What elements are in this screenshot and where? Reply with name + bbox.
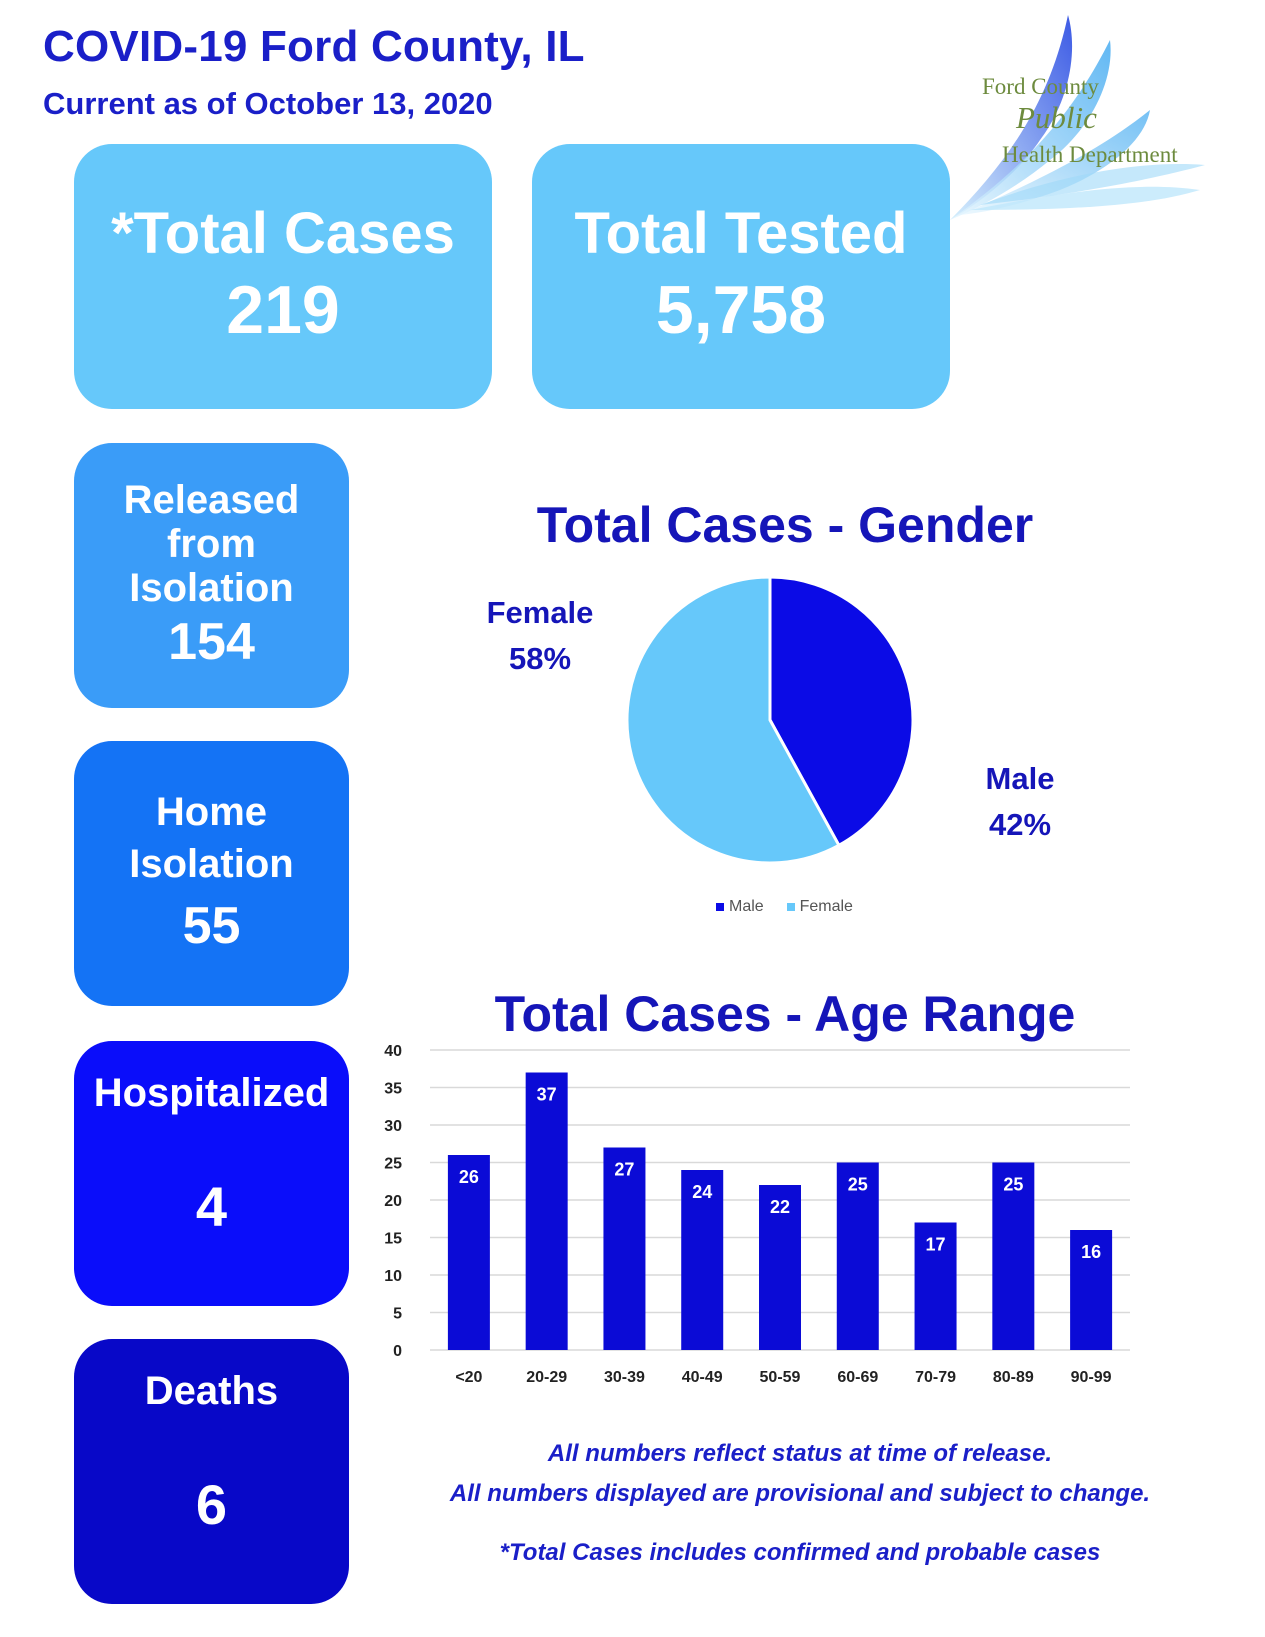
bar-40-49 <box>681 1170 724 1350</box>
logo-line-2: Public <box>1016 100 1097 135</box>
x-tick-label: 20-29 <box>526 1369 567 1386</box>
total-cases-value: 219 <box>226 271 340 348</box>
total-tested-label: Total Tested <box>574 200 908 266</box>
bar-<20 <box>447 1155 490 1350</box>
bar-value-label: 24 <box>692 1182 712 1202</box>
pie-label-female-name: Female <box>486 595 594 630</box>
logo-line-1: Ford County <box>982 74 1099 99</box>
pie-label-male: Male 42% <box>960 756 1080 848</box>
bar-value-label: 22 <box>770 1197 790 1217</box>
legend-male-label: Male <box>729 898 764 915</box>
y-tick-label: 35 <box>384 1081 402 1098</box>
bar-value-label: 16 <box>1081 1242 1101 1262</box>
released-card: Released from Isolation 154 <box>74 443 349 708</box>
deaths-label: Deaths <box>144 1369 279 1413</box>
released-label-2: from <box>167 521 256 566</box>
age-chart-title: Total Cases - Age Range <box>494 986 1076 1042</box>
y-tick-label: 30 <box>384 1118 402 1135</box>
page-subtitle: Current as of October 13, 2020 <box>43 86 493 121</box>
legend-male-swatch <box>716 902 724 911</box>
bar-80-89 <box>992 1162 1035 1350</box>
bar-value-label: 37 <box>537 1085 557 1105</box>
x-tick-label: 90-99 <box>1071 1369 1112 1386</box>
pie-label-female: Female 58% <box>470 590 610 682</box>
footnote-3: *Total Cases includes confirmed and prob… <box>499 1539 1101 1566</box>
y-tick-label: 15 <box>384 1231 402 1248</box>
bar-value-label: 26 <box>459 1167 479 1187</box>
footnote-2: All numbers displayed are provisional an… <box>449 1480 1151 1507</box>
y-tick-label: 10 <box>384 1268 402 1285</box>
gender-pie-chart <box>625 575 915 865</box>
x-tick-label: 60-69 <box>837 1369 878 1386</box>
x-tick-label: 70-79 <box>915 1369 956 1386</box>
home-label-2: Isolation <box>129 841 294 886</box>
bar-60-69 <box>836 1162 879 1350</box>
logo-line-3: Health Department <box>1002 142 1178 167</box>
y-tick-label: 25 <box>384 1156 402 1173</box>
pie-label-male-name: Male <box>985 761 1055 796</box>
pie-legend: Male Female <box>716 898 853 916</box>
bar-value-label: 25 <box>848 1175 868 1195</box>
hospitalized-card: Hospitalized 4 <box>74 1041 349 1306</box>
released-value: 154 <box>168 612 255 671</box>
pie-label-female-pct: 58% <box>508 641 572 676</box>
released-label-1: Released <box>123 477 300 522</box>
bar-50-59 <box>759 1185 801 1350</box>
total-cases-card: *Total Cases 219 <box>74 144 492 409</box>
x-tick-label: <20 <box>455 1369 482 1386</box>
bar-70-79 <box>914 1222 957 1350</box>
deaths-value: 6 <box>195 1473 228 1536</box>
total-tested-card: Total Tested 5,758 <box>532 144 950 409</box>
age-bar-chart: 0 5 10 15 20 25 30 35 40 26 <20 37 20-29 27 30-39 24 40-… <box>384 1043 1130 1386</box>
feather-logo-icon <box>950 15 1205 220</box>
x-tick-label: 30-39 <box>604 1369 645 1386</box>
page-title: COVID-19 Ford County, IL <box>43 22 585 71</box>
bar-value-label: 27 <box>614 1160 634 1180</box>
bar-value-label: 17 <box>926 1235 946 1255</box>
deaths-card: Deaths 6 <box>74 1339 349 1604</box>
footnote-1: All numbers reflect status at time of re… <box>547 1440 1053 1467</box>
pie-slice-male <box>768 575 915 848</box>
home-value: 55 <box>182 896 241 955</box>
y-tick-label: 0 <box>393 1343 402 1360</box>
home-isolation-card: Home Isolation 55 <box>74 741 349 1006</box>
total-tested-value: 5,758 <box>655 271 827 348</box>
legend-female-label: Female <box>799 898 853 915</box>
bar-90-99 <box>1070 1230 1113 1350</box>
hospitalized-label: Hospitalized <box>93 1071 330 1115</box>
health-department-logo: Ford County Public Health Department <box>950 10 1210 225</box>
x-tick-label: 50-59 <box>760 1369 801 1386</box>
y-tick-label: 40 <box>384 1043 402 1060</box>
total-cases-label: *Total Cases <box>111 200 455 266</box>
bar-value-label: 25 <box>1003 1175 1023 1195</box>
x-tick-label: 80-89 <box>993 1369 1034 1386</box>
bar-30-39 <box>603 1147 646 1350</box>
y-tick-label: 20 <box>384 1193 402 1210</box>
bar-20-29 <box>525 1072 568 1350</box>
hospitalized-value: 4 <box>195 1175 228 1238</box>
x-tick-label: 40-49 <box>682 1369 723 1386</box>
legend-female-swatch <box>786 902 795 911</box>
pie-label-male-pct: 42% <box>988 807 1052 842</box>
y-tick-label: 5 <box>393 1306 402 1323</box>
released-label-3: Isolation <box>129 565 294 610</box>
pie-slice-female <box>625 575 841 865</box>
gender-chart-title: Total Cases - Gender <box>536 497 1034 553</box>
home-label-1: Home <box>155 789 268 834</box>
